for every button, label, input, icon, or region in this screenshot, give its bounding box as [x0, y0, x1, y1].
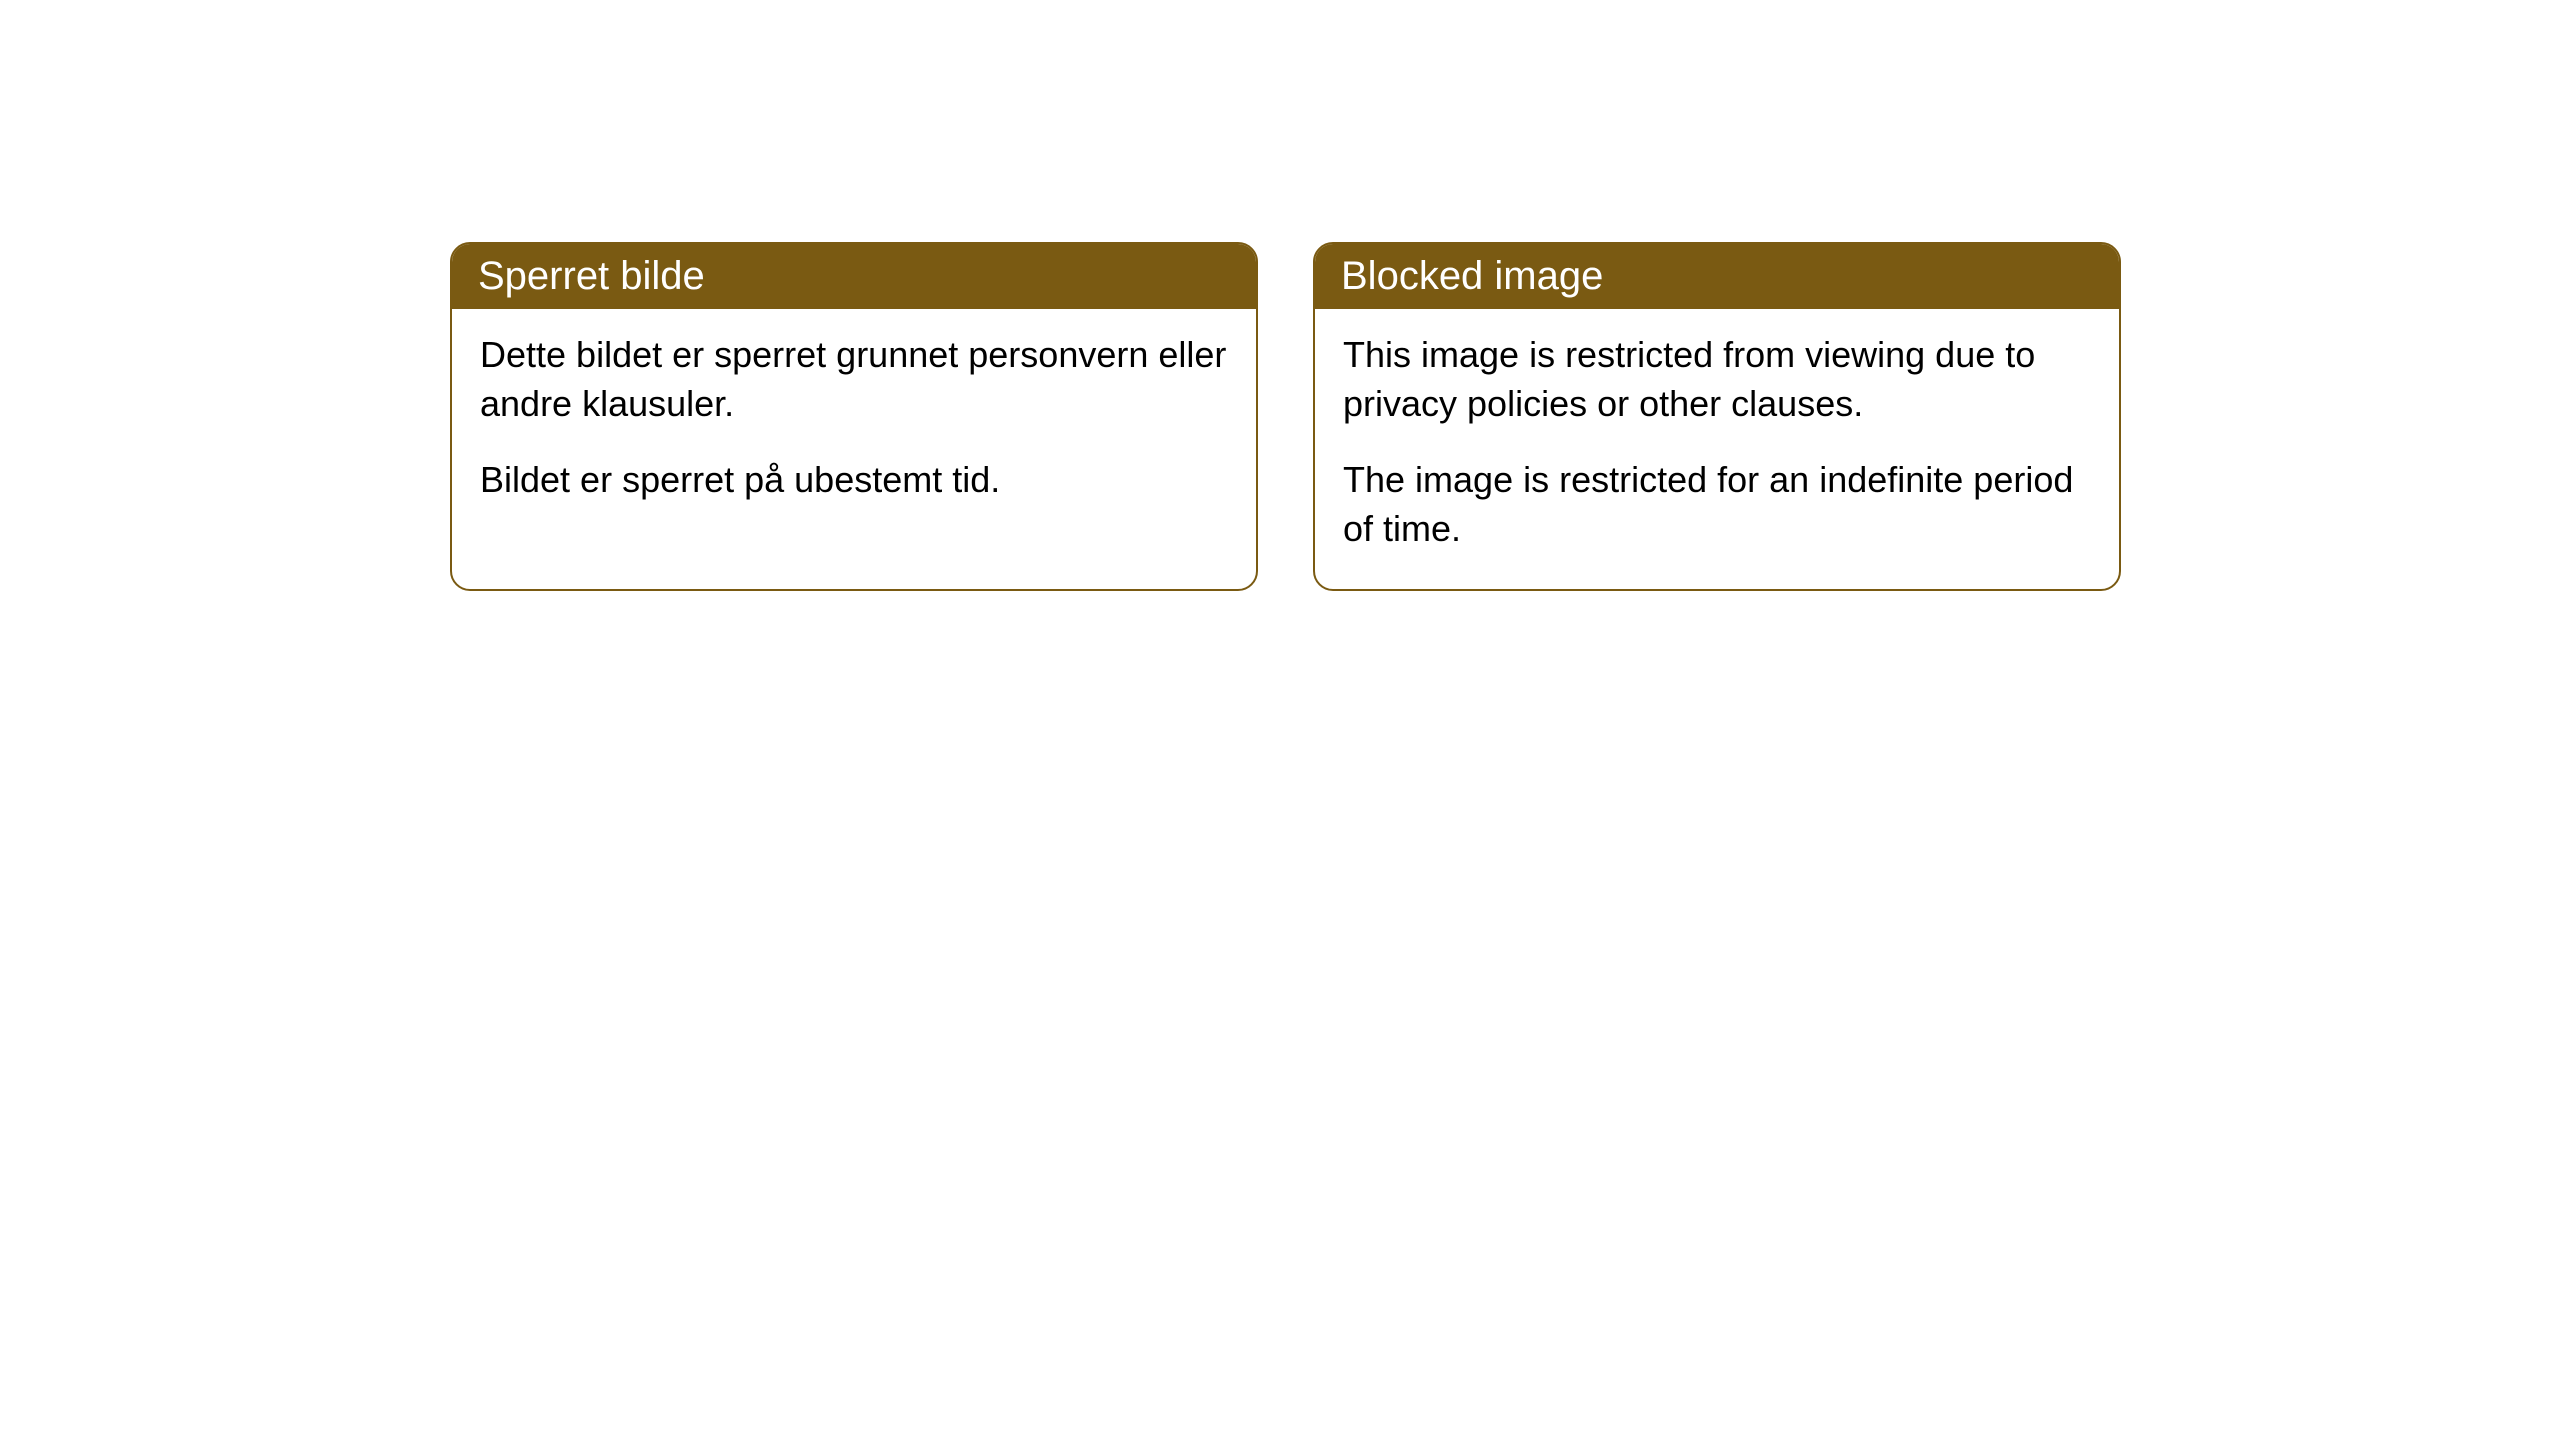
card-paragraph: The image is restricted for an indefinit…: [1343, 456, 2091, 553]
blocked-image-card-english: Blocked image This image is restricted f…: [1313, 242, 2121, 591]
card-body: This image is restricted from viewing du…: [1315, 309, 2119, 589]
card-title: Blocked image: [1341, 254, 1603, 298]
cards-container: Sperret bilde Dette bildet er sperret gr…: [0, 0, 2560, 591]
card-header: Blocked image: [1315, 244, 2119, 309]
card-body: Dette bildet er sperret grunnet personve…: [452, 309, 1256, 541]
card-title: Sperret bilde: [478, 254, 705, 298]
blocked-image-card-norwegian: Sperret bilde Dette bildet er sperret gr…: [450, 242, 1258, 591]
card-paragraph: Dette bildet er sperret grunnet personve…: [480, 331, 1228, 428]
card-paragraph: This image is restricted from viewing du…: [1343, 331, 2091, 428]
card-paragraph: Bildet er sperret på ubestemt tid.: [480, 456, 1228, 505]
card-header: Sperret bilde: [452, 244, 1256, 309]
